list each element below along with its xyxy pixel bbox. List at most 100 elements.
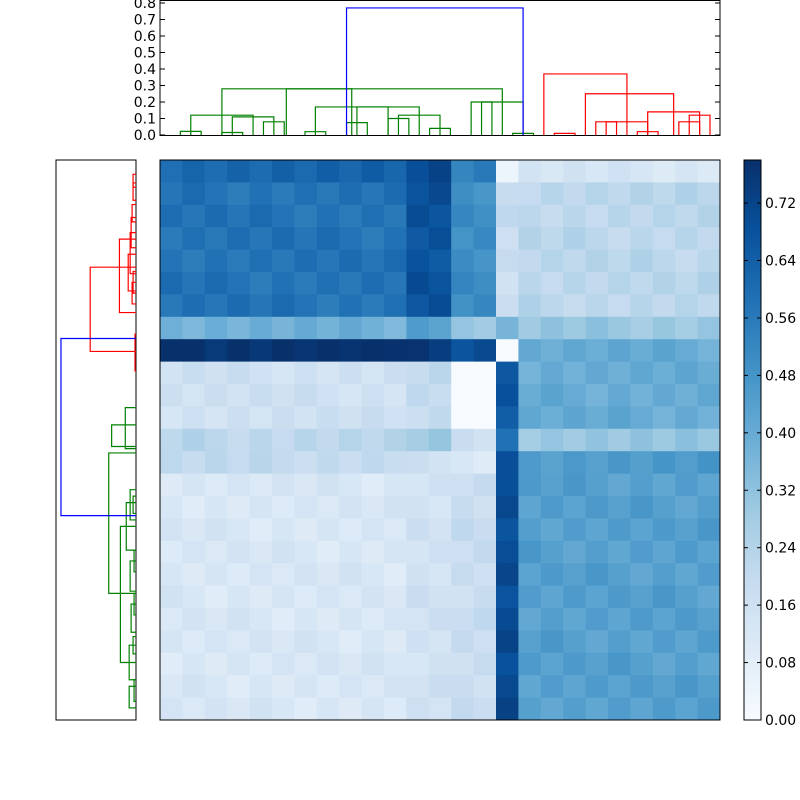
- heatmap-cell: [652, 339, 676, 362]
- heatmap-cell: [182, 697, 206, 721]
- heatmap-cell: [249, 272, 273, 295]
- heatmap-cell: [316, 540, 340, 564]
- heatmap-cell: [630, 585, 654, 609]
- heatmap-cell: [697, 428, 721, 452]
- heatmap-cell: [473, 697, 497, 721]
- heatmap-cell: [249, 540, 273, 564]
- heatmap-cell: [585, 428, 609, 452]
- heatmap-cell: [540, 384, 564, 407]
- heatmap-cell: [608, 294, 631, 318]
- heatmap-cell: [428, 272, 452, 295]
- heatmap-cell: [608, 652, 631, 676]
- heatmap-cell: [182, 249, 206, 273]
- heatmap-cell: [294, 272, 318, 295]
- heatmap-cell: [518, 697, 542, 721]
- heatmap-cell: [339, 316, 362, 340]
- heatmap-cell: [563, 428, 586, 452]
- dendrogram-link: [128, 685, 136, 709]
- heatmap-cell: [652, 630, 676, 654]
- heatmap-cell: [585, 518, 609, 542]
- heatmap-cell: [384, 361, 407, 385]
- heatmap-cell: [675, 652, 698, 676]
- heatmap-cell: [204, 272, 228, 295]
- heatmap-cell: [339, 585, 362, 609]
- heatmap-cell: [630, 204, 654, 228]
- heatmap-cell: [518, 249, 542, 273]
- heatmap-cell: [182, 630, 206, 654]
- heatmap-cell: [249, 316, 273, 340]
- heatmap-cell: [182, 294, 206, 318]
- heatmap-cell: [272, 630, 295, 654]
- heatmap-cell: [451, 339, 474, 362]
- heatmap-cell: [294, 249, 318, 273]
- heatmap-cell: [227, 630, 250, 654]
- heatmap-cell: [585, 697, 609, 721]
- heatmap-cell: [316, 585, 340, 609]
- heatmap-cell: [630, 563, 654, 586]
- heatmap-cell: [608, 697, 631, 721]
- heatmap-cell: [585, 339, 609, 362]
- heatmap-cell: [608, 675, 631, 698]
- heatmap-cell: [585, 473, 609, 497]
- heatmap-cell: [473, 585, 497, 609]
- heatmap-cell: [630, 227, 654, 250]
- heatmap-cell: [585, 249, 609, 273]
- heatmap-cell: [675, 361, 698, 385]
- heatmap-cell: [406, 339, 430, 362]
- heatmap-cell: [249, 406, 273, 430]
- heatmap-cell: [316, 294, 340, 318]
- heatmap-cell: [630, 608, 654, 631]
- heatmap-cell: [227, 406, 250, 430]
- heatmap-cell: [496, 630, 519, 654]
- heatmap-cell: [585, 316, 609, 340]
- dendrogram-link: [584, 93, 675, 135]
- heatmap-cell: [361, 585, 385, 609]
- heatmap-cell: [652, 473, 676, 497]
- heatmap-cell: [496, 384, 519, 407]
- heatmap-cell: [652, 182, 676, 206]
- heatmap-cell: [518, 204, 542, 228]
- heatmap-cell: [496, 675, 519, 698]
- heatmap-cell: [540, 652, 564, 676]
- heatmap-cell: [339, 473, 362, 497]
- heatmap-cell: [272, 227, 295, 250]
- heatmap-cell: [451, 160, 474, 183]
- left-dendrogram: [55, 159, 137, 721]
- heatmap-cell: [204, 316, 228, 340]
- heatmap-cell: [451, 384, 474, 407]
- heatmap-cell: [563, 697, 586, 721]
- heatmap-cell: [428, 204, 452, 228]
- colorbar-gradient: [743, 159, 762, 721]
- heatmap-cell: [585, 496, 609, 519]
- heatmap-cell: [652, 563, 676, 586]
- heatmap-cell: [160, 160, 183, 183]
- heatmap-cell: [563, 384, 586, 407]
- heatmap-cell: [518, 451, 542, 474]
- top-ytick-label: 0.0: [134, 128, 156, 144]
- heatmap-cell: [630, 473, 654, 497]
- heatmap-cell: [675, 675, 698, 698]
- heatmap-cell: [496, 518, 519, 542]
- heatmap-cell: [428, 227, 452, 250]
- heatmap-cell: [339, 160, 362, 183]
- heatmap-cell: [518, 339, 542, 362]
- heatmap-cell: [204, 496, 228, 519]
- heatmap-cell: [204, 697, 228, 721]
- heatmap-cell: [652, 249, 676, 273]
- heatmap-cell: [182, 428, 206, 452]
- heatmap-cell: [518, 272, 542, 295]
- dendrogram-link: [124, 407, 136, 450]
- heatmap-cell: [182, 540, 206, 564]
- heatmap-cell: [518, 675, 542, 698]
- heatmap-cell: [249, 652, 273, 676]
- heatmap-cell: [608, 540, 631, 564]
- heatmap-cell: [361, 406, 385, 430]
- heatmap-cell: [272, 361, 295, 385]
- heatmap-cell: [608, 160, 631, 183]
- heatmap-cell: [473, 518, 497, 542]
- heatmap-cell: [652, 294, 676, 318]
- heatmap-cell: [428, 339, 452, 362]
- heatmap-cell: [361, 361, 385, 385]
- heatmap-cell: [160, 451, 183, 474]
- heatmap-cell: [316, 272, 340, 295]
